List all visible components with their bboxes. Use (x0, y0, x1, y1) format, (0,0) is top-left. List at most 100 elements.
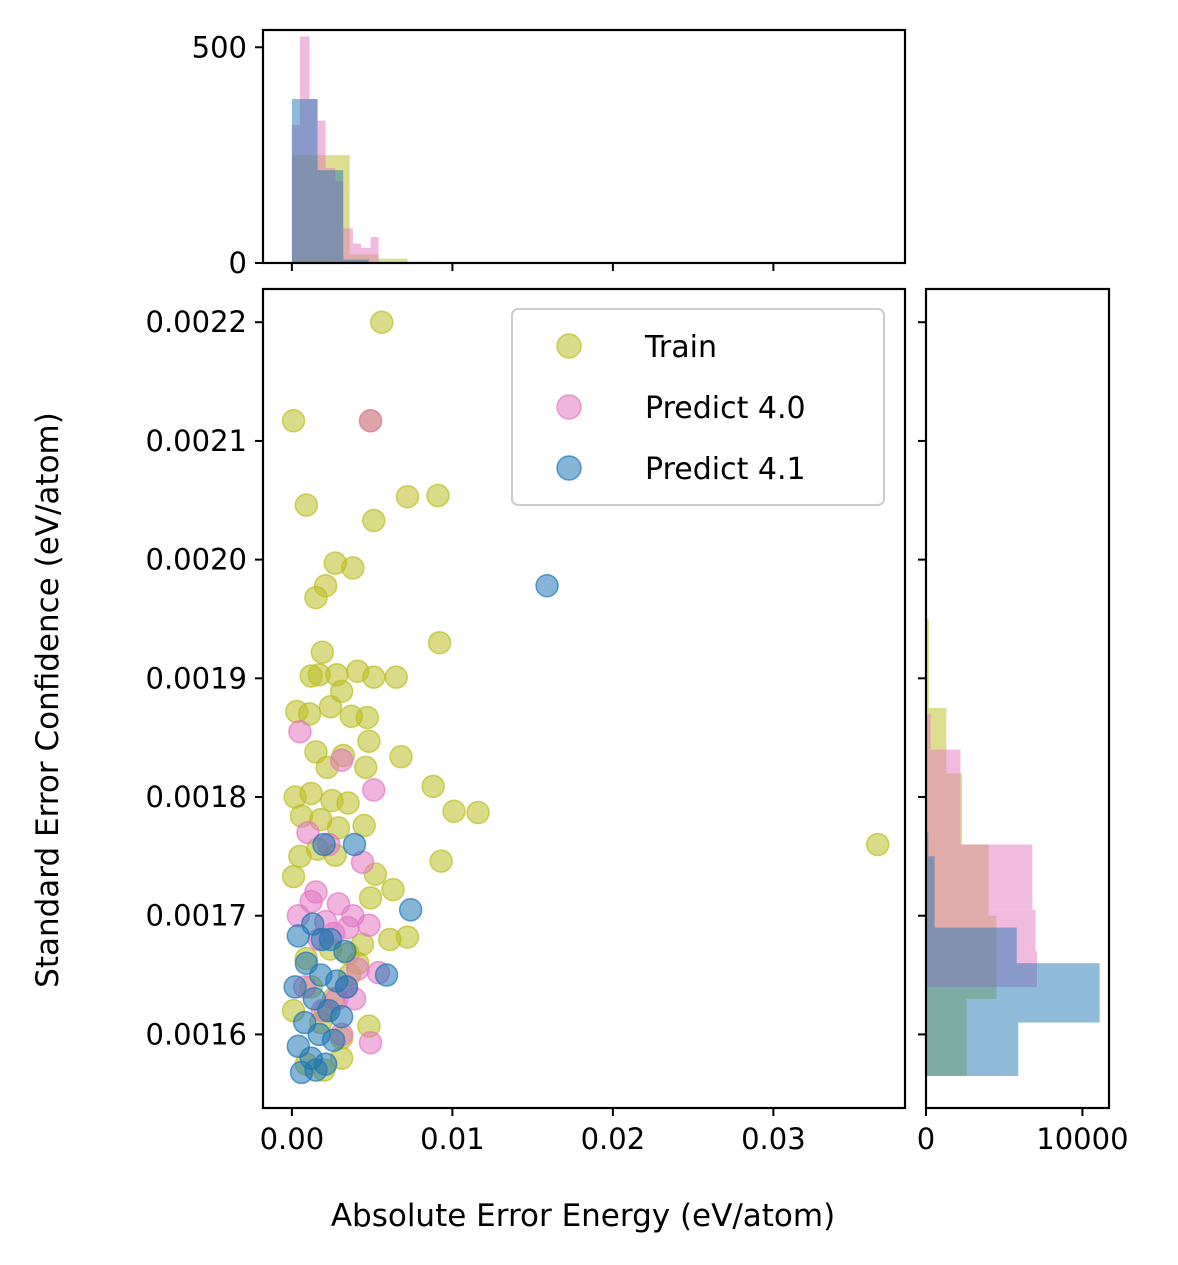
scatter-points (281, 310, 890, 1085)
top-histogram-frame (261, 28, 907, 265)
scatter-point-0-48 (381, 877, 405, 902)
scatter-point-1-20 (358, 1030, 383, 1055)
right-x-tick-label-0: 0 (917, 1122, 935, 1156)
right-histogram-frame (924, 287, 1111, 1110)
scatter-point-1-0 (358, 409, 383, 433)
right-hist-bar-1-2 (926, 844, 1033, 910)
scatter-point-2-2 (342, 832, 367, 857)
top-hist-bar-0-3 (378, 258, 408, 263)
scatter-point-0-26 (389, 744, 413, 769)
legend-label-1: Predict 4.0 (645, 391, 806, 426)
scatter-point-2-1 (312, 832, 336, 857)
right-hist-bar-0-5 (926, 618, 929, 708)
scatter-point-0-12 (310, 640, 335, 664)
scatter-point-1-1 (288, 719, 312, 744)
legend-label-2: Predict 4.1 (645, 452, 806, 487)
scatter-point-1-2 (329, 748, 354, 772)
x-tick-label-0: 0.00 (260, 1122, 325, 1156)
scatter-point-0-5 (426, 483, 450, 508)
top-hist-bar-1-8 (360, 247, 371, 263)
right-hist-bar-1-4 (926, 713, 931, 750)
top-hist-bar-1-6 (343, 228, 353, 263)
scatter-point-0-18 (384, 665, 408, 689)
top-y-tick-label-0: 0 (229, 246, 247, 280)
y-tick-label-0: 0.0016 (146, 1017, 247, 1051)
scatter-point-0-20 (318, 695, 343, 719)
scatter-point-2-4 (374, 963, 399, 987)
scatter-point-2-6 (286, 924, 311, 948)
x-tick-label-1: 0.01 (420, 1122, 485, 1156)
scatter-point-2-8 (333, 939, 357, 964)
scatter-point-2-25 (310, 927, 335, 952)
scatter-point-1-13 (299, 889, 323, 914)
scatter-point-2-0 (535, 573, 559, 598)
scatter-point-0-3 (294, 493, 319, 517)
right-hist-bar-2-0 (926, 1022, 1019, 1076)
top-hist-bar-2-1 (317, 170, 344, 263)
scatter-point-0-0 (370, 310, 394, 334)
scatter-point-0-24 (355, 705, 380, 730)
scatter-point-0-41 (352, 813, 376, 838)
y-tick-label-6: 0.0022 (146, 305, 247, 339)
right-hist-bar-2-4 (926, 832, 929, 857)
scatter-point-0-49 (358, 886, 383, 910)
legend-box (511, 308, 885, 506)
right-histogram-panel: 0 10000 (917, 287, 1129, 1156)
y-tick-label-4: 0.0020 (146, 543, 247, 577)
scatter-point-0-30 (353, 755, 378, 780)
y-tick-label-2: 0.0018 (146, 780, 247, 814)
right-histogram-bars (926, 322, 1100, 1076)
scatter-ticks: 0.00 0.01 0.02 0.03 0.0016 0.0017 0.0018 0.0019… (146, 263, 926, 1156)
top-histogram-bars (291, 36, 549, 263)
right-hist-bar-1-3 (926, 749, 961, 845)
top-hist-bar-1-9 (370, 237, 379, 263)
scatter-point-1-6 (296, 820, 320, 845)
top-hist-bar-2-2 (343, 259, 369, 263)
right-x-tick-label-1: 10000 (1036, 1122, 1128, 1156)
scatter-point-2-15 (329, 1004, 354, 1029)
x-tick-label-2: 0.02 (581, 1122, 646, 1156)
scatter-point-0-42 (429, 849, 453, 873)
scatter-point-0-31 (421, 774, 445, 799)
scatter-point-2-3 (398, 898, 423, 922)
scatter-point-0-22 (297, 702, 322, 726)
scatter-point-1-3 (361, 778, 386, 802)
scatter-point-2-12 (283, 975, 307, 999)
right-hist-bar-2-1 (926, 963, 1100, 1023)
legend: Train Predict 4.0 Predict 4.1 (511, 308, 885, 506)
legend-marker-0 (556, 333, 582, 359)
scatter-point-0-33 (466, 800, 490, 825)
top-histogram-ticks: 0 500 (192, 30, 263, 280)
scatter-point-2-23 (304, 1058, 328, 1082)
x-tick-label-3: 0.03 (741, 1122, 806, 1156)
scatter-point-1-14 (357, 913, 381, 937)
y-tick-label-3: 0.0019 (146, 661, 247, 695)
scatter-point-0-32 (442, 799, 466, 824)
scatter-frame (261, 287, 907, 1110)
x-axis-label: Absolute Error Energy (eV/atom) (331, 1198, 835, 1234)
top-histogram-panel: 0 500 (192, 28, 907, 280)
top-hist-bar-2-0 (291, 99, 318, 263)
scatter-point-0-11 (427, 630, 452, 655)
scatter-point-0-8 (341, 556, 365, 580)
right-histogram-ticks: 0 10000 (917, 1108, 1129, 1156)
scatter-point-0-43 (865, 832, 890, 857)
y-tick-label-5: 0.0021 (146, 424, 247, 458)
legend-marker-2 (556, 455, 582, 481)
scatter-point-0-4 (395, 484, 420, 509)
y-tick-label-1: 0.0017 (146, 899, 247, 933)
scatter-point-0-52 (378, 927, 402, 952)
scatter-point-0-17 (361, 665, 386, 689)
top-y-tick-label-1: 500 (192, 30, 247, 64)
legend-marker-1 (556, 394, 582, 420)
scatter-point-0-35 (299, 781, 323, 806)
legend-label-0: Train (644, 330, 717, 365)
right-hist-bar-2-2 (926, 927, 1017, 964)
right-hist-bar-2-3 (926, 856, 935, 928)
scatter-point-0-37 (336, 791, 360, 815)
scatter-point-0-25 (357, 729, 381, 753)
scatter-panel: 0.00 0.01 0.02 0.03 0.0016 0.0017 0.0018 0.0019… (146, 263, 926, 1156)
scatter-point-0-50 (281, 864, 306, 889)
top-hist-bar-1-7 (352, 243, 361, 263)
